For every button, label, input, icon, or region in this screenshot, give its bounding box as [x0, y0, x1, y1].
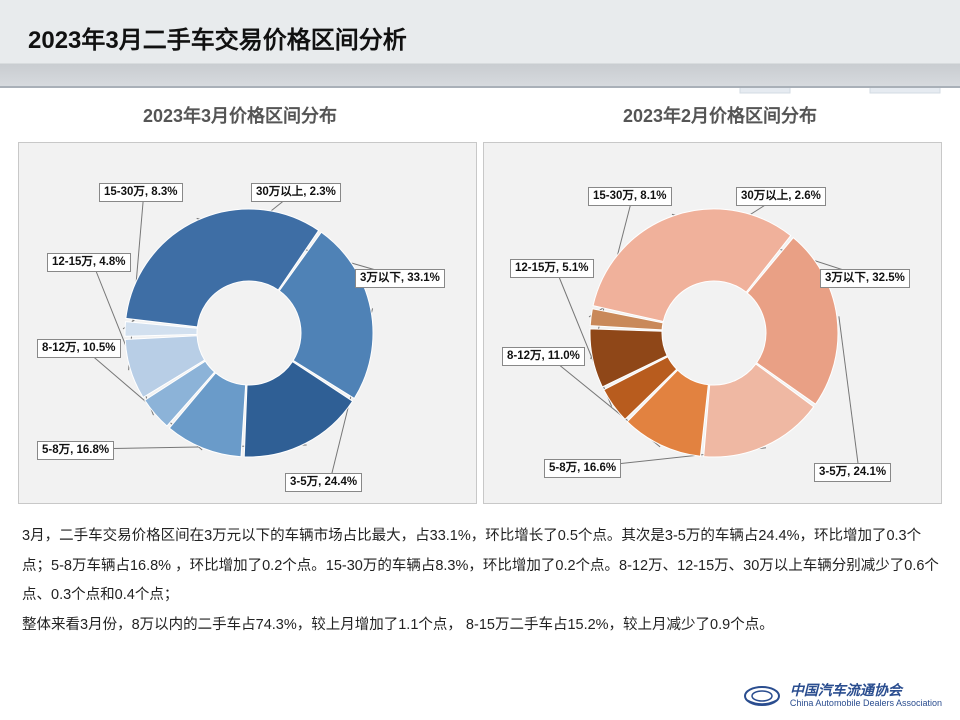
- slice-label: 3万以下, 33.1%: [355, 269, 445, 288]
- footer-cn: 中国汽车流通协会: [790, 683, 942, 698]
- footer-en: China Automobile Dealers Association: [790, 699, 942, 709]
- slice-label: 3-5万, 24.1%: [814, 463, 891, 482]
- footer-text: 中国汽车流通协会 China Automobile Dealers Associ…: [790, 683, 942, 708]
- slice-label: 15-30万, 8.1%: [588, 187, 672, 206]
- slice-label: 30万以上, 2.3%: [251, 183, 341, 202]
- charts-row: 3万以下, 33.1% 3-5万, 24.4% 5-8万, 16.8% 8-12万, …: [0, 142, 960, 504]
- slice-label: 8-12万, 10.5%: [37, 339, 121, 358]
- donut-chart-march: 3万以下, 33.1% 3-5万, 24.4% 5-8万, 16.8% 8-12万, …: [18, 142, 477, 504]
- donut-chart-february: 3万以下, 32.5% 3-5万, 24.1% 5-8万, 16.6% 8-12万, …: [483, 142, 942, 504]
- slice-label: 12-15万, 4.8%: [47, 253, 131, 272]
- slice-label: 5-8万, 16.6%: [544, 459, 621, 478]
- right-chart-title: 2023年2月价格区间分布: [480, 102, 960, 128]
- slice-label: 12-15万, 5.1%: [510, 259, 594, 278]
- cada-logo-icon: [742, 682, 782, 710]
- slice-label: 8-12万, 11.0%: [502, 347, 585, 366]
- slice-label: 30万以上, 2.6%: [736, 187, 826, 206]
- sub-header-row: 2023年3月价格区间分布 2023年2月价格区间分布: [0, 88, 960, 142]
- slice-label: 3万以下, 32.5%: [820, 269, 910, 288]
- slice-label: 5-8万, 16.8%: [37, 441, 114, 460]
- page-title: 2023年3月二手车交易价格区间分析: [28, 20, 960, 55]
- slide-header: 2023年3月二手车交易价格区间分析: [0, 0, 960, 88]
- slice-label: 3-5万, 24.4%: [285, 473, 362, 492]
- analysis-text: 3月，二手车交易价格区间在3万元以下的车辆市场占比最大，占33.1%，环比增长了…: [0, 504, 960, 641]
- left-chart-title: 2023年3月价格区间分布: [0, 102, 480, 128]
- footer: 中国汽车流通协会 China Automobile Dealers Associ…: [742, 682, 942, 710]
- slice-label: 15-30万, 8.3%: [99, 183, 183, 202]
